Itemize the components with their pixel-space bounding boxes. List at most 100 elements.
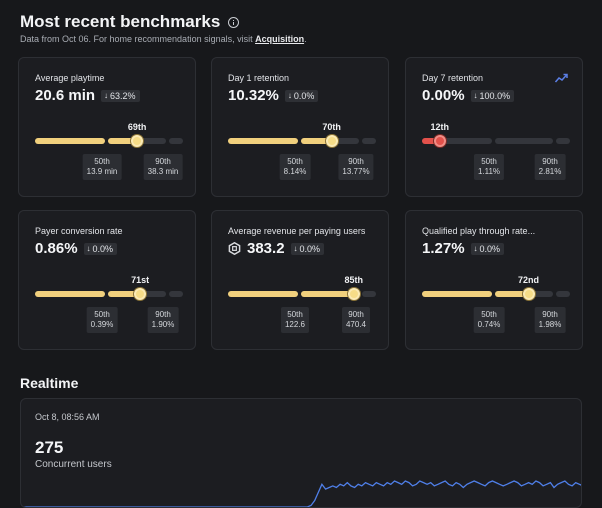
percentile-track-segment: [556, 138, 570, 144]
p90-benchmark-box: 90th 1.90%: [147, 307, 179, 333]
info-icon[interactable]: [228, 16, 240, 28]
p50-label: 50th: [481, 157, 497, 166]
metric-value: 20.6 min: [35, 87, 96, 104]
metric-label: Average playtime: [35, 73, 105, 83]
p50-label: 50th: [94, 157, 110, 166]
percentile-fill: [228, 291, 298, 297]
percentile-fill: [108, 291, 141, 297]
page-title: Most recent benchmarks: [20, 12, 221, 31]
p90-value: 38.3 min: [147, 167, 179, 176]
p90-label: 90th: [348, 157, 364, 166]
percentile-position-label: 85th: [344, 275, 364, 285]
p90-value: 13.77%: [342, 167, 370, 176]
p90-value: 1.98%: [538, 320, 562, 329]
p90-label: 90th: [542, 310, 558, 319]
benchmark-card: Qualified play through rate... 1.27% ↓ 0…: [405, 210, 583, 350]
percentile-position-label: 72nd: [518, 275, 540, 285]
percentile-marker: [433, 135, 446, 147]
percentile-marker: [134, 288, 147, 300]
p50-label: 50th: [481, 310, 497, 319]
p90-benchmark-box: 90th 13.77%: [338, 154, 374, 180]
delta-badge: ↓ 0.0%: [83, 242, 118, 255]
percentile-position-label: 69th: [127, 122, 147, 132]
metric-value: 1.27%: [422, 240, 465, 257]
percentile-fill: [422, 291, 492, 297]
p50-benchmark-box: 50th 0.39%: [86, 307, 118, 333]
p90-label: 90th: [348, 310, 364, 319]
benchmark-card: Day 7 retention 0.00% ↓ 100.0% 12th 50th 1…: [405, 57, 583, 197]
p50-benchmark-box: 50th 0.74%: [473, 307, 505, 333]
percentile-bar: 72nd 50th 0.74% 90th 1.98%: [422, 275, 570, 335]
arrow-down-icon: ↓: [104, 90, 109, 100]
percentile-fill: [228, 138, 298, 144]
percentile-fill: [301, 291, 354, 297]
acquisition-link[interactable]: Acquisition: [255, 34, 305, 44]
percentile-position-label: 12th: [430, 122, 450, 132]
percentile-track-segment: [422, 138, 492, 144]
delta-badge: ↓ 63.2%: [101, 89, 140, 102]
benchmark-card: Payer conversion rate 0.86% ↓ 0.0% 71st 5…: [18, 210, 196, 350]
p90-value: 1.90%: [151, 320, 175, 329]
percentile-marker: [347, 288, 360, 300]
percentile-marker: [131, 135, 144, 147]
p50-benchmark-box: 50th 13.9 min: [82, 154, 122, 180]
delta-badge: ↓ 0.0%: [470, 242, 505, 255]
p90-value: 2.81%: [538, 167, 562, 176]
percentile-track-segment: [362, 138, 376, 144]
p90-label: 90th: [155, 310, 171, 319]
percentile-fill: [301, 138, 332, 144]
p50-label: 50th: [94, 310, 110, 319]
subtitle-suffix: .: [304, 34, 307, 44]
metric-value-row: 383.2 ↓ 0.0%: [228, 240, 325, 257]
concurrent-users-line: [21, 480, 581, 507]
metric-label: Payer conversion rate: [35, 226, 123, 236]
p50-value: 13.9 min: [86, 167, 118, 176]
p90-benchmark-box: 90th 38.3 min: [143, 154, 183, 180]
percentile-position-label: 71st: [131, 275, 150, 285]
p50-value: 0.39%: [90, 320, 114, 329]
delta-value: 100.0%: [479, 90, 511, 101]
arrow-down-icon: ↓: [293, 243, 298, 253]
metric-value-row: 20.6 min ↓ 63.2%: [35, 87, 140, 104]
percentile-bar: 85th 50th 122.6 90th 470.4: [228, 275, 376, 335]
subtitle-text: Data from Oct 06. For home recommendatio…: [20, 34, 256, 44]
percentile-fill: [35, 138, 105, 144]
metric-label: Qualified play through rate...: [422, 226, 536, 236]
p50-benchmark-box: 50th 8.14%: [279, 154, 311, 180]
concurrent-users-chart: [21, 480, 581, 507]
percentile-fill: [422, 138, 440, 144]
delta-value: 63.2%: [110, 90, 136, 101]
percentile-bar: 69th 50th 13.9 min 90th 38.3 min: [35, 122, 183, 182]
arrow-down-icon: ↓: [473, 243, 478, 253]
delta-value: 0.0%: [92, 243, 114, 254]
percentile-bar: 71st 50th 0.39% 90th 1.90%: [35, 275, 183, 335]
metric-value: 0.00%: [422, 87, 465, 104]
robux-icon: [228, 242, 241, 255]
percentile-position-label: 70th: [322, 122, 341, 132]
p90-benchmark-box: 90th 1.98%: [534, 307, 566, 333]
delta-value: 0.0%: [293, 90, 315, 101]
percentile-bar: 12th 50th 1.11% 90th 2.81%: [422, 122, 570, 182]
p90-benchmark-box: 90th 470.4: [341, 307, 371, 333]
p50-label: 50th: [287, 310, 303, 319]
benchmark-card: Average playtime 20.6 min ↓ 63.2% 69th 50…: [18, 57, 196, 197]
p90-label: 90th: [155, 157, 171, 166]
realtime-timestamp: Oct 8, 08:56 AM: [35, 412, 100, 422]
metric-value-row: 0.86% ↓ 0.0%: [35, 240, 118, 257]
p90-benchmark-box: 90th 2.81%: [534, 154, 566, 180]
metric-value: 10.32%: [228, 87, 279, 104]
metric-value: 0.86%: [35, 240, 78, 257]
metric-value-row: 1.27% ↓ 0.0%: [422, 240, 505, 257]
percentile-track-segment: [495, 138, 553, 144]
metric-label: Average revenue per paying users: [228, 226, 366, 236]
trend-up-icon[interactable]: [555, 73, 568, 83]
percentile-track-segment: [169, 291, 183, 297]
p90-value: 470.4: [345, 320, 367, 329]
percentile-bar: 70th 50th 8.14% 90th 13.77%: [228, 122, 376, 182]
realtime-section-title: Realtime: [20, 375, 79, 391]
percentile-fill: [35, 291, 105, 297]
p50-value: 8.14%: [283, 167, 307, 176]
arrow-down-icon: ↓: [287, 90, 292, 100]
realtime-card: Oct 8, 08:56 AM 275 Concurrent users: [20, 398, 582, 508]
p50-benchmark-box: 50th 122.6: [280, 307, 310, 333]
